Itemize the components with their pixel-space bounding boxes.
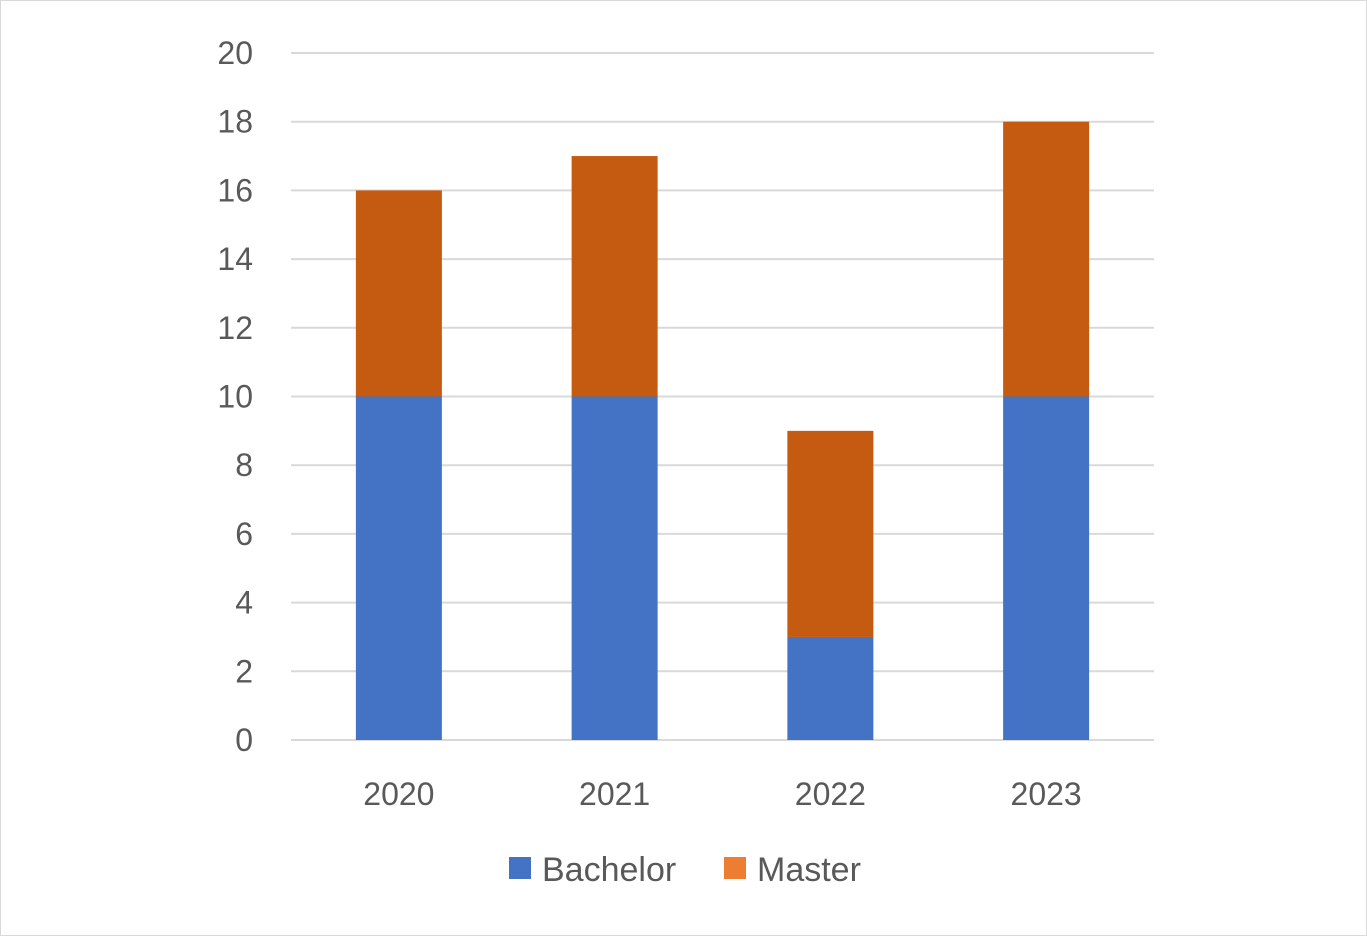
bar-bachelor-2023 (1003, 396, 1090, 740)
y-tick-label: 6 (235, 516, 253, 552)
bar-bachelor-2021 (571, 396, 658, 740)
bar-master-2020 (355, 190, 442, 397)
y-tick-label: 10 (217, 379, 253, 415)
y-tick-label: 12 (217, 310, 253, 346)
legend-swatch-bachelor (509, 857, 531, 879)
legend: Bachelor Master (509, 851, 861, 889)
y-tick-label: 14 (217, 241, 253, 277)
bar-master-2021 (571, 156, 658, 397)
bar-master-2023 (1003, 121, 1090, 397)
x-tick-label: 2021 (579, 776, 650, 812)
legend-label-bachelor: Bachelor (542, 851, 676, 889)
legend-swatch-master (724, 857, 746, 879)
bars (355, 121, 1090, 740)
y-tick-label: 16 (217, 172, 253, 208)
bar-master-2022 (787, 430, 874, 637)
x-tick-label: 2020 (363, 776, 434, 812)
y-tick-label: 2 (235, 653, 253, 689)
legend-label-master: Master (757, 851, 861, 889)
y-tick-label: 0 (235, 722, 253, 758)
bar-bachelor-2022 (787, 636, 874, 740)
y-tick-label: 4 (235, 585, 253, 621)
y-axis-ticks: 0 2 4 6 8 10 12 14 16 18 20 (217, 35, 253, 758)
y-tick-label: 20 (217, 35, 253, 71)
bar-bachelor-2020 (355, 396, 442, 740)
y-tick-label: 8 (235, 447, 253, 483)
y-tick-label: 18 (217, 104, 253, 140)
x-tick-label: 2022 (795, 776, 866, 812)
x-axis-ticks: 2020 2021 2022 2023 (363, 776, 1081, 812)
x-tick-label: 2023 (1011, 776, 1082, 812)
